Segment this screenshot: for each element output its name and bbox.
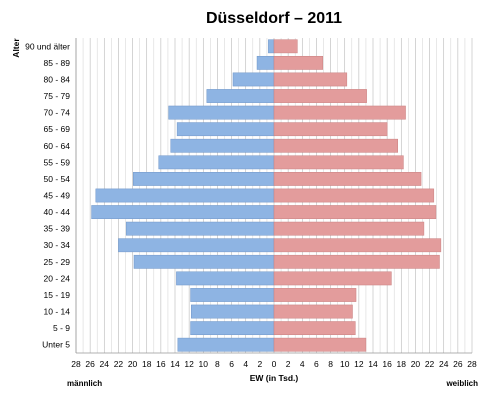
bar-male — [232, 72, 275, 87]
bar-male — [191, 304, 275, 319]
x-tick-label: 12 — [184, 359, 194, 369]
x-tick-label: 18 — [142, 359, 152, 369]
bar-female — [273, 89, 367, 103]
y-tick-label: 25 - 29 — [44, 257, 71, 267]
x-tick-label: 12 — [354, 359, 364, 369]
bar-male — [190, 288, 275, 302]
x-tick-label: 18 — [397, 359, 407, 369]
x-tick-label: 4 — [300, 359, 305, 369]
x-tick-label: 16 — [382, 359, 392, 369]
bar-female — [273, 238, 442, 253]
bar-male — [176, 271, 275, 286]
bar-male — [190, 321, 275, 336]
x-tick-label: 22 — [425, 359, 435, 369]
x-tick-label: 24 — [100, 359, 110, 369]
bar-female — [273, 254, 440, 269]
x-tick-label: 24 — [439, 359, 449, 369]
y-tick-label: 15 - 19 — [44, 290, 71, 300]
x-tick-label: 20 — [128, 359, 138, 369]
bar-male — [176, 122, 275, 137]
x-tick-label: 8 — [328, 359, 333, 369]
x-axis-title: EW (in Tsd.) — [250, 373, 299, 383]
bar-female — [273, 188, 435, 203]
y-tick-label: 10 - 14 — [44, 307, 71, 317]
x-tick-label: 14 — [170, 359, 180, 369]
bar-female — [273, 155, 404, 170]
y-tick-label: 40 - 44 — [44, 207, 71, 217]
bar-female — [273, 271, 392, 286]
x-tick-label: 28 — [71, 359, 81, 369]
y-tick-label: 5 - 9 — [53, 323, 70, 333]
y-tick-label: 65 - 69 — [44, 124, 71, 134]
female-label: weiblich — [445, 379, 478, 388]
bar-male — [158, 155, 275, 170]
y-tick-label: 75 - 79 — [44, 91, 71, 101]
bar-female — [273, 321, 356, 336]
bar-male — [256, 55, 275, 70]
bar-male — [206, 89, 275, 103]
x-tick-label: 6 — [314, 359, 319, 369]
bar-female — [273, 221, 425, 236]
y-tick-label: 90 und älter — [25, 41, 70, 51]
y-tick-label: Unter 5 — [42, 340, 70, 350]
bar-female — [273, 288, 357, 302]
bar-female — [273, 39, 298, 54]
x-tick-label: 26 — [85, 359, 95, 369]
bar-male — [168, 105, 275, 120]
bar-female — [273, 105, 406, 120]
bar-male — [170, 138, 275, 153]
bar-female — [273, 72, 348, 87]
bar-female — [273, 172, 422, 186]
bar-male — [268, 39, 275, 54]
x-tick-label: 28 — [467, 359, 477, 369]
bar-female — [273, 138, 398, 153]
x-tick-label: 2 — [286, 359, 291, 369]
x-tick-label: 10 — [199, 359, 209, 369]
bar-male — [133, 172, 275, 186]
x-axis-ticks: 28 26 24 22 20 18 16 14 12 10 8 6 4 2 0 2 4 6 8 10 12 14 16 18 2… — [71, 359, 477, 369]
y-tick-label: 50 - 54 — [44, 174, 71, 184]
bar-female — [273, 337, 367, 352]
chart-title: Düsseldorf – 2011 — [206, 10, 342, 27]
x-tick-label: 8 — [215, 359, 220, 369]
bar-male — [95, 188, 275, 203]
x-tick-label: 20 — [411, 359, 421, 369]
bar-female — [273, 304, 353, 319]
male-label: männlich — [67, 379, 102, 388]
y-tick-label: 20 - 24 — [44, 273, 71, 283]
x-tick-label: 6 — [229, 359, 234, 369]
y-axis-labels: 90 und älter 85 - 89 80 - 84 75 - 79 70 - 74… — [25, 41, 70, 349]
y-axis-title: Alter — [11, 38, 21, 58]
y-tick-label: 80 - 84 — [44, 74, 71, 84]
x-tick-label: 4 — [243, 359, 248, 369]
bar-male — [125, 221, 275, 236]
y-tick-label: 60 - 64 — [44, 141, 71, 151]
bar-male — [177, 337, 275, 352]
x-tick-label: 10 — [340, 359, 350, 369]
bars — [91, 39, 442, 352]
bar-female — [273, 55, 324, 70]
x-tick-label: 22 — [114, 359, 124, 369]
y-tick-label: 85 - 89 — [44, 58, 71, 68]
x-tick-label: 26 — [453, 359, 463, 369]
x-tick-label: 14 — [368, 359, 378, 369]
bar-female — [273, 205, 437, 219]
x-tick-label: 0 — [272, 359, 277, 369]
x-tick-label: 2 — [257, 359, 262, 369]
y-tick-label: 55 - 59 — [44, 157, 71, 167]
x-tick-label: 16 — [156, 359, 166, 369]
y-tick-label: 30 - 34 — [44, 240, 71, 250]
y-tick-label: 45 - 49 — [44, 191, 71, 201]
bar-female — [273, 122, 388, 137]
y-tick-label: 35 - 39 — [44, 224, 71, 234]
bar-male — [118, 238, 275, 253]
y-tick-label: 70 - 74 — [44, 108, 71, 118]
bar-male — [91, 205, 275, 219]
bar-male — [133, 254, 275, 269]
